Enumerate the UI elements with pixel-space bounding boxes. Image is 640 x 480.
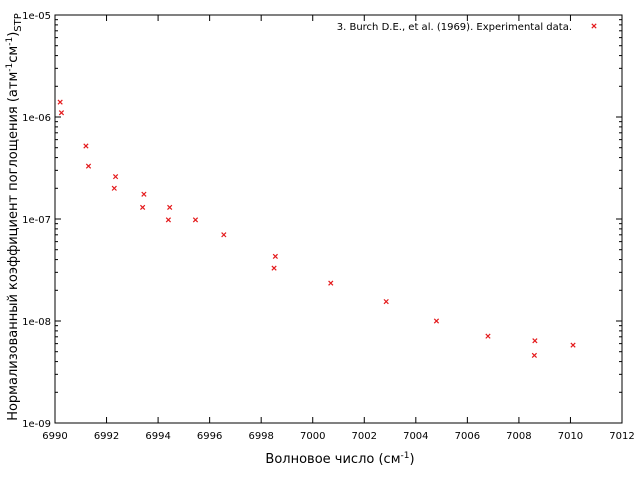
x-tick-label: 6990	[42, 431, 67, 442]
data-point	[383, 298, 389, 305]
data-point	[58, 110, 65, 116]
x-tick-label: 7012	[609, 431, 634, 442]
y-tick-label: 1e-05	[22, 11, 51, 22]
x-tick-label: 7008	[506, 431, 531, 442]
legend-marker	[591, 23, 597, 29]
data-point	[433, 318, 440, 324]
x-tick-label: 7006	[455, 431, 480, 442]
data-point	[531, 352, 537, 359]
axis-ticks: 6990 6992 6994 6996 6998 7000 7002 7004 7006 7008…	[22, 11, 635, 442]
y-tick-label: 1e-07	[22, 215, 51, 226]
x-axis-title: Волновое число (см-1)	[265, 451, 414, 467]
data-point	[85, 163, 92, 169]
legend-marker-x	[591, 23, 597, 29]
data-point	[192, 217, 199, 223]
data-point	[83, 143, 89, 149]
data-point	[221, 232, 227, 238]
x-tick-label: 6998	[248, 431, 273, 442]
plot-frame	[54, 14, 623, 424]
data-point	[167, 204, 173, 211]
x-tick-label: 7004	[403, 431, 428, 442]
data-points	[57, 99, 576, 359]
x-tick-label: 6996	[197, 431, 222, 442]
plot-area	[54, 14, 623, 424]
data-point	[328, 280, 334, 286]
data-point	[570, 342, 576, 348]
data-point	[140, 204, 146, 211]
data-point	[272, 253, 278, 260]
data-point	[532, 338, 538, 344]
x-tick-label: 6994	[145, 431, 170, 442]
data-point	[485, 333, 491, 339]
legend-label: 3. Burch D.E., et al. (1969). Experiment…	[337, 22, 572, 33]
data-point	[165, 217, 172, 223]
data-point	[112, 174, 119, 180]
data-point	[271, 265, 277, 271]
y-tick-label: 1e-09	[22, 419, 51, 430]
y-tick-label: 1e-06	[22, 113, 51, 124]
data-point	[141, 191, 147, 197]
x-tick-label: 7002	[352, 431, 377, 442]
legend: 3. Burch D.E., et al. (1969). Experiment…	[337, 22, 597, 33]
data-point	[57, 99, 63, 105]
x-tick-label: 6992	[94, 431, 119, 442]
x-tick-label: 7010	[558, 431, 583, 442]
data-point	[111, 185, 117, 191]
y-axis-title: Нормализованный коэффициент поглощения (…	[5, 13, 24, 421]
y-tick-label: 1e-08	[22, 317, 51, 328]
x-tick-label: 7000	[300, 431, 325, 442]
